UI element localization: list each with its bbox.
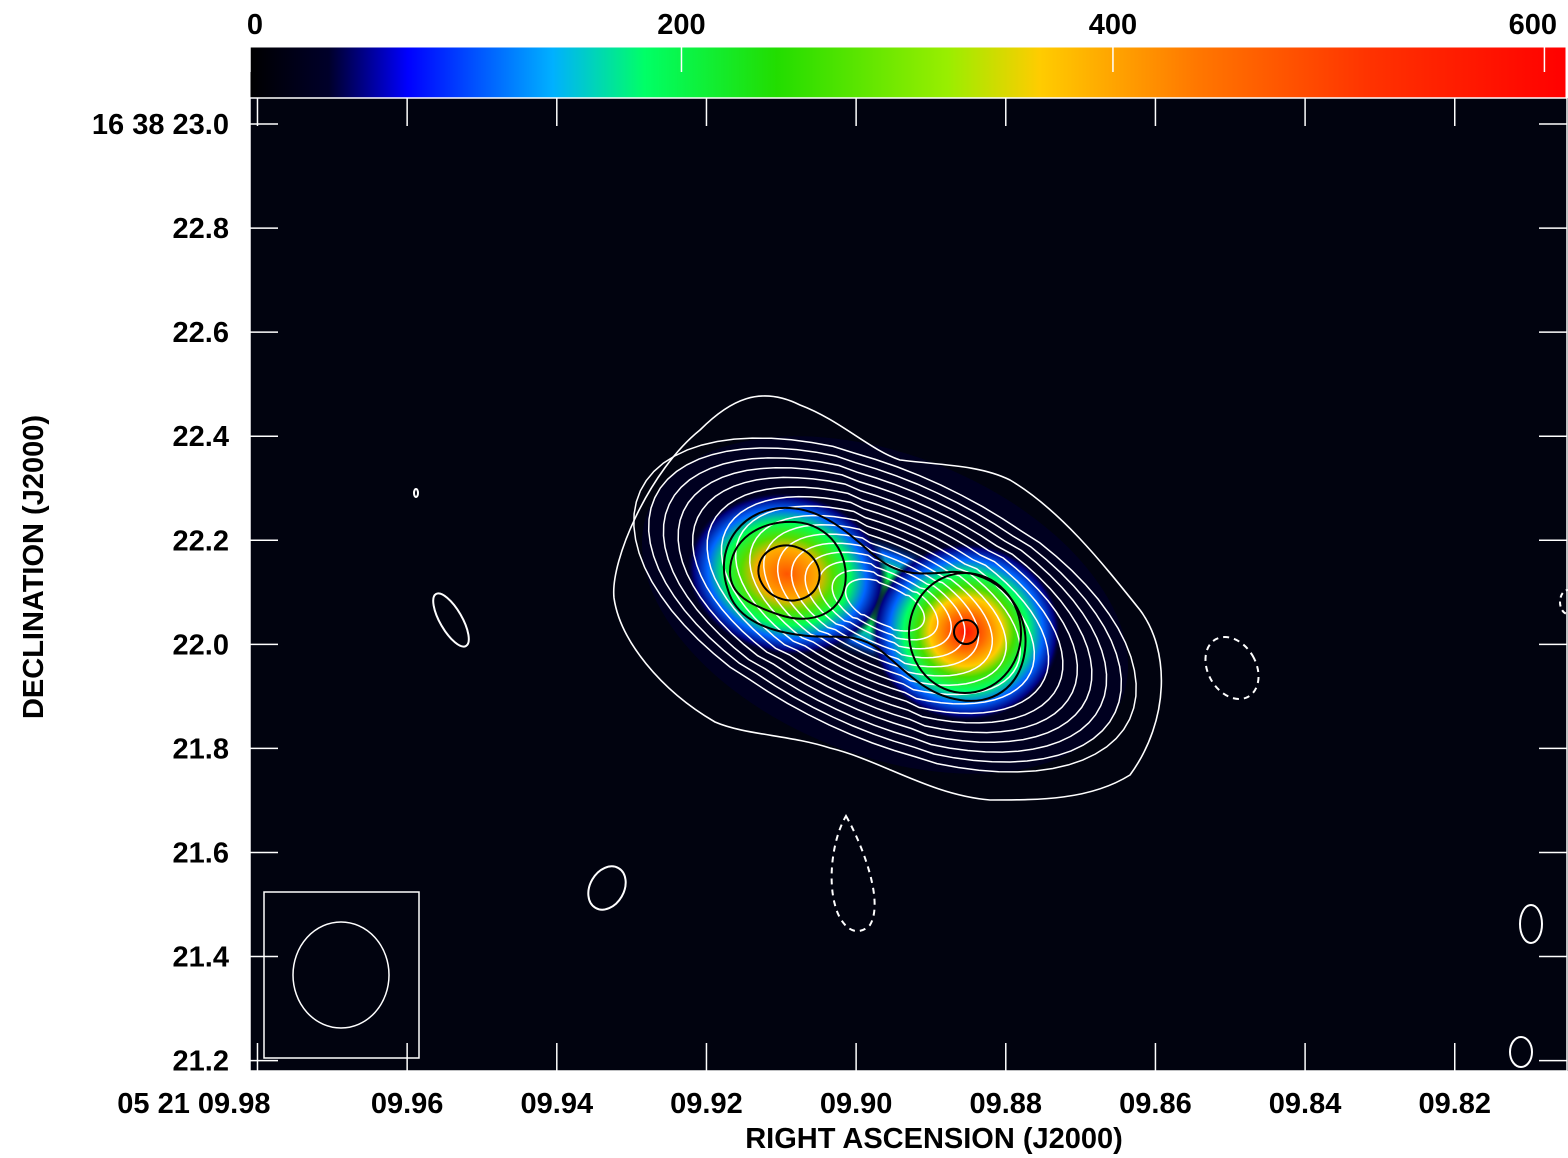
noise-contour-negative-1 xyxy=(1204,636,1260,700)
contour-ring xyxy=(706,486,1064,724)
contour-peak-a xyxy=(757,544,821,602)
image-plane xyxy=(250,98,1568,1071)
noise-contour-2 xyxy=(587,865,627,911)
contour-rings xyxy=(633,437,1137,773)
contour-ring xyxy=(804,551,966,659)
contour-peak-b xyxy=(953,619,979,645)
contour-ring xyxy=(720,495,1050,715)
x-tick-label: 09.90 xyxy=(820,1088,893,1120)
colorbar-ticks: 0 200 400 600 xyxy=(247,9,1557,72)
y-tick-label: 21.6 xyxy=(173,837,229,869)
y-tick-label: 22.6 xyxy=(173,317,229,349)
y-tick-label: 21.2 xyxy=(173,1046,229,1078)
y-axis-ticks: 16 38 23.0 22.8 22.6 22.4 22.2 22.0 21.8 21.6 21… xyxy=(92,109,1567,1078)
x-tick-label: 09.88 xyxy=(969,1088,1042,1120)
contour-ring xyxy=(662,457,1108,753)
contour-inner-bridge xyxy=(722,506,1027,702)
contour-ring xyxy=(647,447,1123,763)
x-axis-title: RIGHT ASCENSION (J2000) xyxy=(745,1123,1123,1155)
noise-contour-3 xyxy=(1519,904,1543,944)
plot-frame xyxy=(249,97,1568,1072)
x-tick-label: 09.92 xyxy=(670,1088,743,1120)
colorbar-gradient xyxy=(249,46,1567,99)
colorbar: 0 200 400 600 xyxy=(247,9,1567,99)
x-tick-label: 09.96 xyxy=(371,1088,444,1120)
inner-contours xyxy=(722,506,1027,702)
noise-contours xyxy=(413,488,1568,1068)
y-tick-label: 16 38 23.0 xyxy=(92,109,229,141)
noise-contour-4 xyxy=(1509,1036,1533,1068)
contour-inner-b-2 xyxy=(908,572,1022,694)
contour-ring xyxy=(844,578,926,632)
noise-contour-negative-2 xyxy=(830,814,876,933)
contour-inner-a-2 xyxy=(728,520,847,620)
y-tick-label: 21.8 xyxy=(173,733,229,765)
x-tick-label: 09.82 xyxy=(1418,1088,1491,1120)
contour-ring xyxy=(776,533,994,677)
beam-frame xyxy=(263,891,420,1059)
colorbar-tick-label: 400 xyxy=(1089,9,1137,41)
contour-ring xyxy=(691,476,1079,734)
outer-contours xyxy=(612,395,1163,801)
contour-ring xyxy=(633,437,1137,773)
contour-ring xyxy=(749,514,1021,696)
y-tick-label: 21.4 xyxy=(173,942,229,974)
noise-contour-negative-3 xyxy=(1559,589,1568,615)
y-axis-title: DECLINATION (J2000) xyxy=(18,415,50,719)
y-tick-label: 22.0 xyxy=(173,629,229,661)
y-tick-label: 22.4 xyxy=(173,421,229,453)
colorbar-tick-label: 200 xyxy=(657,9,705,41)
contour-outer-1 xyxy=(612,395,1163,801)
x-tick-label: 09.86 xyxy=(1119,1088,1192,1120)
beam-ellipse xyxy=(292,921,390,1029)
x-axis-ticks: 05 21 09.98 09.96 09.94 09.92 09.90 09.88 09.8… xyxy=(117,98,1491,1120)
x-tick-label: 09.94 xyxy=(521,1088,594,1120)
y-tick-label: 22.8 xyxy=(173,213,229,245)
x-tick-label: 09.84 xyxy=(1269,1088,1342,1120)
noise-contour-5 xyxy=(413,488,419,498)
contour-ring xyxy=(677,466,1093,744)
y-tick-label: 22.2 xyxy=(173,525,229,557)
axes: 05 21 09.98 09.96 09.94 09.92 09.90 09.88 09.8… xyxy=(92,97,1568,1120)
contour-ring xyxy=(790,542,980,668)
noise-contour-1 xyxy=(432,592,470,648)
beam-box xyxy=(263,891,420,1059)
colorbar-tick-label: 600 xyxy=(1509,9,1557,41)
x-tick-label: 05 21 09.98 xyxy=(117,1088,270,1120)
colorbar-tick-label: 0 xyxy=(247,9,263,41)
